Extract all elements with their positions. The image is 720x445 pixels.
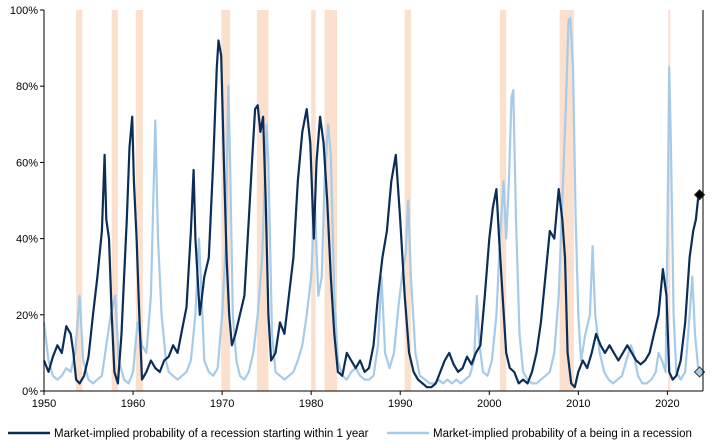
legend-label-series-2: Market-implied probability of a being in…: [433, 428, 692, 440]
x-tick-label: 1960: [121, 398, 145, 410]
recession-band: [135, 10, 143, 391]
recession-band: [76, 10, 83, 391]
x-tick-label: 1990: [388, 398, 412, 410]
recession-band: [559, 10, 574, 391]
y-tick-label: 0%: [22, 386, 38, 398]
x-tick-label: 1950: [32, 398, 56, 410]
axes-group: [43, 10, 704, 392]
y-tick-labels: 0% 20% 40% 60% 80% 100%: [10, 5, 44, 398]
y-tick-label: 100%: [10, 5, 38, 17]
x-tick-labels: 1950 1960 1970 1980 1990 2000 2010 2020: [32, 391, 680, 410]
series-lines-group: [42, 16, 700, 389]
y-tick-label: 20%: [16, 310, 38, 322]
legend-label-series-1: Market-implied probability of a recessio…: [54, 428, 369, 440]
x-tick-label: 2010: [566, 398, 590, 410]
series-line-recession-within-1-year: [42, 39, 700, 389]
x-tick-label: 1970: [210, 398, 234, 410]
recession-shading-group: [76, 10, 671, 391]
y-tick-label: 40%: [16, 234, 38, 246]
y-tick-label: 60%: [16, 157, 38, 169]
recession-band: [256, 10, 269, 391]
y-tick-label: 80%: [16, 81, 38, 93]
legend: Market-implied probability of a recessio…: [8, 428, 692, 440]
series-line-in-recession: [42, 16, 700, 385]
x-tick-label: 1980: [299, 398, 323, 410]
recession-band: [111, 10, 118, 391]
x-tick-label: 2020: [655, 398, 679, 410]
x-tick-label: 2000: [477, 398, 501, 410]
recession-band: [668, 10, 671, 391]
